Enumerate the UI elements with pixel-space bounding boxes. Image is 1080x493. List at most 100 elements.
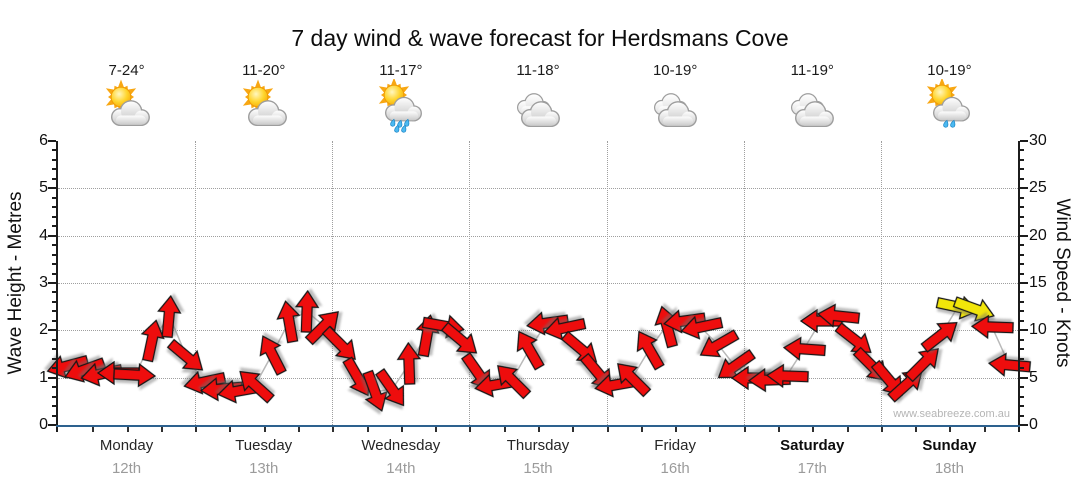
date-label: 14th [386,460,416,477]
x-axis [56,425,1020,427]
x-axis-tick [709,427,712,432]
weather-icon-sun-cloud-rain [374,77,428,138]
axis-tick [52,395,56,398]
axis-tick [1020,140,1028,142]
wind-arrow [782,336,826,362]
axis-tick [1020,395,1024,398]
y-axis-left [56,141,58,432]
x-axis-tick [92,427,95,432]
axis-tick [1020,263,1024,266]
axis-tick [52,348,56,351]
axis-tick [52,291,56,294]
axis-tick [52,206,56,209]
grid-line-horizontal [58,377,1018,379]
wind-arrow [765,363,809,388]
wind-arrow [988,352,1032,378]
day-label: Friday [654,437,696,454]
x-axis-tick [298,427,300,432]
x-axis-tick [160,427,163,432]
grid-line-vertical [195,141,197,425]
axis-tick [1020,282,1028,284]
x-axis-tick [572,427,575,432]
wind-arrow [183,371,227,396]
axis-tick [52,263,56,266]
temp-range-label: 10-19° [927,62,972,79]
temp-range-label: 11-17° [379,62,423,79]
x-axis-tick [263,427,266,432]
axis-tick [52,225,56,228]
left-tick-label: 5 [39,179,48,197]
date-label: 16th [660,460,690,477]
axis-tick [52,158,56,161]
axis-tick [52,319,56,322]
weather-icon-cloudy [785,79,839,138]
axis-tick [1020,149,1024,152]
axis-tick [1020,405,1024,408]
axis-tick [52,357,56,360]
wind-arrow [304,310,339,345]
x-axis-tick [606,427,609,432]
right-tick-label: 30 [1029,132,1047,149]
date-label: 17th [797,460,827,477]
axis-tick [52,244,56,247]
axis-tick [1020,196,1024,199]
x-axis-tick [332,427,335,432]
x-axis-tick [400,427,403,432]
grid-line-vertical [606,141,608,425]
wind-arrow [362,369,388,412]
axis-tick [1020,168,1024,171]
x-axis-tick [812,427,815,432]
wind-arrow [543,317,587,342]
axis-tick [52,149,56,152]
wind-arrow [717,349,757,379]
axis-tick [48,282,56,284]
x-axis-tick [195,427,198,432]
day-label: Monday [99,437,154,454]
weather-icon-cloudy [648,79,702,138]
axis-tick [48,424,56,426]
right-tick-label: 5 [1029,368,1038,386]
axis-tick [1020,329,1028,332]
temp-range-label: 11-20° [242,62,286,79]
wind-arrow [920,322,958,353]
wind-arrow [440,321,478,354]
axis-tick [52,386,56,389]
day-label: Wednesday [361,437,441,454]
axis-tick [1020,414,1024,417]
left-tick-label: 6 [39,132,48,149]
wind-arrow [971,315,1015,340]
wind-arrow [141,319,165,363]
wind-arrow [239,371,276,404]
axis-tick [48,234,56,237]
forecast-chart: 7 day wind & wave forecast for Herdsmans… [0,18,1080,493]
axis-tick [52,338,56,341]
wind-arrow [294,290,319,334]
wind-arrow [952,295,996,322]
weather-icon-sun-cloud [237,79,291,138]
grid-line-vertical [880,141,882,425]
wind-arrow [276,300,301,344]
axis-tick [1020,348,1024,351]
axis-tick [52,177,56,180]
x-axis-tick [880,427,883,432]
grid-line-horizontal [58,188,1018,190]
right-tick-label: 0 [1029,416,1038,433]
axis-tick [48,329,56,332]
wind-arrow [637,330,666,371]
date-label: 18th [934,460,965,477]
axis-tick [48,187,56,190]
x-axis-tick [229,427,232,432]
axis-tick [1020,424,1028,426]
temp-range-label: 11-18° [516,62,560,79]
x-axis-tick [983,427,986,432]
axis-tick [52,414,56,417]
grid-line-vertical [743,141,745,425]
wind-arrow [904,348,939,383]
left-tick-label: 3 [39,274,48,291]
date-label: 13th [249,460,279,477]
x-axis-tick [366,427,369,432]
x-axis-tick [846,427,849,432]
day-label: Tuesday [235,437,293,454]
left-tick-label: 1 [39,368,48,386]
axis-tick [1020,177,1024,180]
